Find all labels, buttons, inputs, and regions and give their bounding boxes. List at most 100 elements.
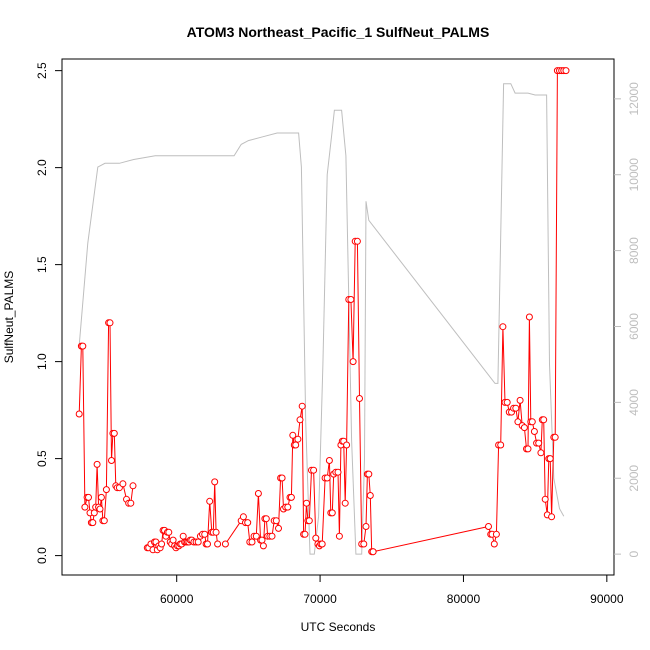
- sulfneut-data-point: [179, 532, 187, 540]
- sulfneut-data-point: [292, 441, 300, 449]
- sulfneut-data-point: [93, 460, 101, 468]
- sulfneut-data-point: [81, 503, 89, 511]
- sulfneut-data-point: [325, 457, 333, 464]
- altitude-series-line: [78, 83, 565, 555]
- sulfneut-data-point: [366, 492, 374, 499]
- sulfneut-data-point: [528, 418, 536, 426]
- sulfneut-data-point: [369, 548, 377, 556]
- sulfneut-data-point: [206, 497, 214, 505]
- sulfneut-data-point: [530, 428, 538, 435]
- sulfneut-data-point: [158, 540, 166, 548]
- sulfneut-data-point: [323, 474, 331, 482]
- series-layer: [75, 67, 570, 556]
- sulfneut-data-point: [362, 523, 370, 530]
- sulfneut-data-point: [165, 528, 173, 536]
- sulfneut-data-point: [289, 431, 297, 439]
- y-tick-label: 2.5: [35, 62, 49, 79]
- sulfneut-data-point: [75, 410, 83, 418]
- sulfneut-data-point: [262, 515, 270, 523]
- sulfneut-data-point: [254, 490, 262, 497]
- sulfneut-data-point: [512, 404, 520, 412]
- y2-tick-label: 10000: [627, 158, 641, 192]
- sulfneut-data-point: [335, 532, 343, 540]
- sulfneut-data-point: [212, 528, 220, 536]
- sulfneut-data-point: [214, 540, 222, 548]
- sulfneut-data-point: [221, 540, 229, 548]
- sulfneut-data-point: [201, 530, 209, 538]
- x-tick-label: 70000: [303, 592, 337, 606]
- y2-tick-label: 12000: [627, 82, 641, 116]
- y-tick-label: 0.5: [35, 450, 49, 467]
- sulfneut-data-point: [525, 313, 533, 321]
- sulfneut-data-point: [106, 319, 114, 327]
- sulfneut-data-point: [211, 478, 219, 486]
- sulfneut-data-point: [268, 532, 276, 540]
- sulfneut-data-point: [102, 486, 110, 494]
- sulfneut-data-point: [334, 468, 342, 476]
- sulfneut-data-point: [492, 530, 500, 538]
- sulfneut-data-point: [310, 466, 318, 474]
- sulfneut-data-point: [272, 517, 280, 525]
- sulfneut-data-point: [548, 513, 556, 521]
- sulfneut-data-point: [252, 532, 260, 540]
- y-tick-label: 1.5: [35, 256, 49, 273]
- sulfneut-data-point: [312, 534, 320, 542]
- sulfneut-data-point: [244, 519, 252, 527]
- sulfneut-data-point: [259, 542, 267, 550]
- sulfneut-data-point: [328, 509, 336, 517]
- y2-tick-label: 4000: [627, 389, 641, 416]
- chart-title: ATOM3 Northeast_Pacific_1 SulfNeut_PALMS: [187, 24, 490, 40]
- sulfneut-data-point: [194, 538, 202, 546]
- sulfneut-data-point: [127, 499, 135, 507]
- sulfneut-data-point: [353, 237, 361, 245]
- sulfneut-data-point: [360, 540, 368, 548]
- sulfneut-data-point: [524, 445, 532, 453]
- sulfneut-data-point: [343, 441, 351, 449]
- sulfneut-data-point: [108, 457, 115, 464]
- y-tick-label: 1.0: [35, 353, 49, 370]
- sulfneut-data-point: [258, 536, 266, 544]
- sulfneut-data-point: [79, 342, 87, 350]
- sulfneut-data-point: [562, 67, 570, 75]
- sulfneut-data-point: [169, 536, 177, 544]
- sulfneut-data-point: [540, 416, 548, 424]
- sulfneut-data-point: [119, 480, 127, 488]
- sulfneut-data-point: [499, 323, 507, 331]
- sulfneut-data-point: [298, 402, 306, 410]
- sulfneut-data-point: [305, 517, 313, 525]
- sulfneut-series-line: [372, 70, 566, 553]
- sulfneut-data-point: [303, 499, 310, 507]
- sulfneut-data-point: [284, 503, 292, 511]
- sulfneut-data-point: [347, 296, 355, 303]
- plot-frame: [61, 58, 615, 576]
- sulfneut-data-point: [537, 449, 545, 457]
- sulfneut-data-point: [239, 513, 247, 521]
- y2-tick-label: 0: [627, 550, 641, 557]
- sulfneut-data-point: [341, 499, 349, 507]
- sulfneut-data-point: [497, 441, 505, 449]
- sulfneut-data-point: [96, 505, 104, 513]
- sulfneut-data-point: [485, 523, 492, 530]
- sulfneut-data-point: [490, 540, 498, 548]
- sulfneut-data-point: [97, 493, 105, 501]
- sulfneut-data-point: [248, 538, 256, 546]
- sulfneut-data-point: [294, 435, 302, 443]
- x-tick-label: 90000: [590, 592, 624, 606]
- x-tick-label: 80000: [447, 592, 481, 606]
- sulfneut-data-point: [356, 395, 363, 402]
- sulfneut-data-point: [89, 519, 97, 527]
- y-axis-label: SulfNeut_PALMS: [2, 271, 16, 364]
- sulfneut-data-point: [287, 493, 295, 501]
- sulfneut-data-point: [278, 474, 286, 482]
- sulfneut-data-point: [365, 470, 373, 478]
- sulfneut-data-point: [110, 429, 118, 437]
- sulfneut-data-point: [349, 358, 357, 366]
- sulfneut-data-point: [301, 530, 309, 538]
- sulfneut-data-point: [535, 439, 543, 447]
- sulfneut-data-point: [85, 493, 92, 501]
- x-axis-label: UTC Seconds: [301, 620, 376, 634]
- sulfneut-data-point: [516, 396, 524, 404]
- sulfneut-data-point: [514, 418, 522, 426]
